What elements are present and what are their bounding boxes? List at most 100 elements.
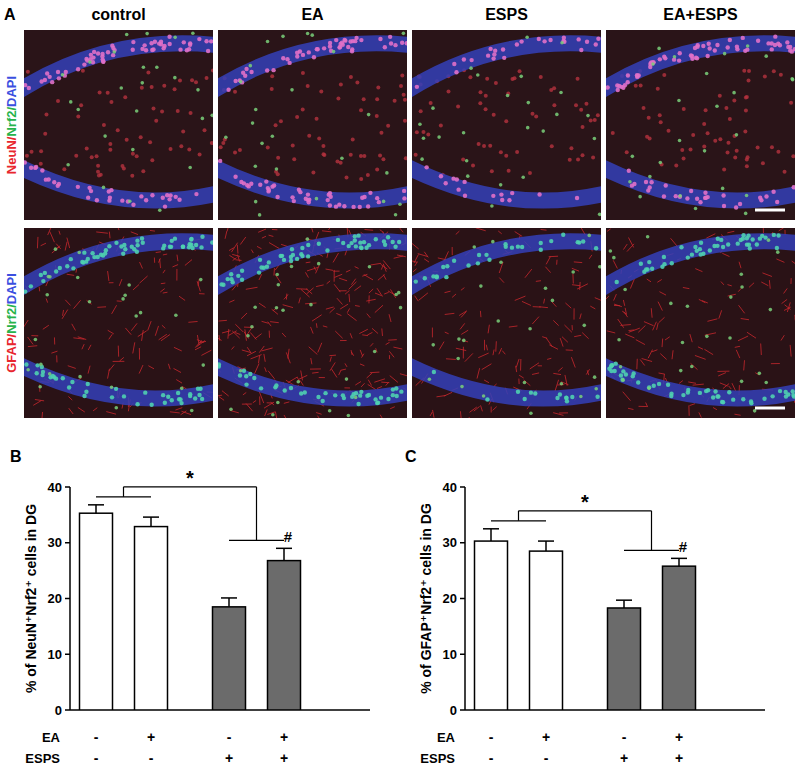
cell (354, 396, 358, 400)
fiber (131, 323, 137, 330)
cell (56, 70, 60, 74)
error-stem (623, 600, 625, 608)
cell (477, 253, 481, 257)
fiber (695, 355, 706, 359)
cell (244, 67, 248, 71)
cell (149, 403, 153, 407)
cell (753, 409, 757, 413)
cell (681, 341, 685, 345)
cell (301, 53, 305, 57)
cell (785, 40, 789, 44)
fiber (415, 296, 419, 301)
fiber (253, 400, 256, 402)
cell (198, 387, 202, 391)
cell (239, 80, 243, 84)
fiber (636, 340, 645, 345)
fiber (761, 282, 768, 286)
cell (414, 153, 418, 157)
fiber (261, 348, 272, 351)
cell (135, 243, 139, 247)
cell (414, 279, 418, 283)
cell (731, 397, 735, 401)
fiber (235, 259, 241, 261)
cell (353, 238, 357, 242)
cell (647, 387, 651, 391)
cell (205, 76, 209, 80)
cell (271, 134, 275, 138)
cell (188, 394, 192, 398)
cell (713, 139, 717, 143)
cell (299, 391, 303, 395)
cell (713, 48, 717, 52)
fiber (72, 324, 76, 331)
cell (490, 169, 494, 173)
fiber (163, 270, 165, 273)
fiber (275, 275, 281, 283)
fiber (370, 372, 380, 374)
cell (307, 134, 311, 138)
fiber (446, 358, 456, 360)
cell (703, 191, 707, 195)
micrograph (24, 30, 213, 220)
cell (792, 185, 795, 189)
granule-layer (218, 365, 407, 399)
fiber (54, 337, 55, 344)
cell (306, 254, 310, 258)
cell (758, 236, 762, 240)
cell (337, 202, 341, 206)
cell (626, 73, 630, 77)
cell (342, 204, 346, 208)
cell (674, 163, 678, 167)
cell (123, 247, 127, 251)
fiber (75, 269, 77, 273)
cell (346, 45, 350, 49)
error-cap (671, 558, 687, 560)
cell (336, 97, 340, 101)
cell (704, 108, 708, 112)
cell (549, 239, 553, 243)
fiber (232, 346, 235, 349)
column-header: ESPS (485, 6, 528, 23)
bar (135, 527, 168, 710)
cell (149, 41, 153, 45)
cell (141, 241, 145, 245)
fiber (547, 358, 551, 359)
fiber (445, 332, 449, 334)
fiber (642, 358, 652, 361)
cell (301, 108, 305, 112)
cell (221, 141, 225, 145)
fiber (532, 373, 539, 375)
bar (268, 561, 301, 710)
cell (281, 35, 285, 39)
cell (292, 157, 296, 161)
cell (399, 84, 403, 88)
cell (636, 380, 640, 384)
fiber (284, 294, 288, 299)
cell (659, 120, 663, 124)
cell (745, 194, 749, 198)
fiber (51, 351, 57, 353)
cell (315, 47, 319, 51)
cell (92, 50, 96, 54)
cell (393, 245, 397, 249)
fiber (623, 392, 631, 401)
cell (457, 337, 461, 341)
cell (191, 31, 195, 35)
cell (391, 393, 395, 397)
cell (349, 153, 353, 157)
cell (249, 70, 253, 74)
fiber (553, 373, 561, 374)
cell (452, 62, 456, 66)
cell (559, 91, 563, 95)
cell (706, 131, 710, 135)
granule-layer (24, 167, 213, 201)
cell (244, 374, 248, 378)
fiber (97, 306, 106, 308)
fiber (259, 392, 263, 403)
fiber (657, 279, 661, 282)
cell (461, 158, 465, 162)
cell (402, 32, 406, 36)
cell (312, 55, 316, 59)
cell (43, 78, 47, 82)
fiber (229, 331, 237, 336)
